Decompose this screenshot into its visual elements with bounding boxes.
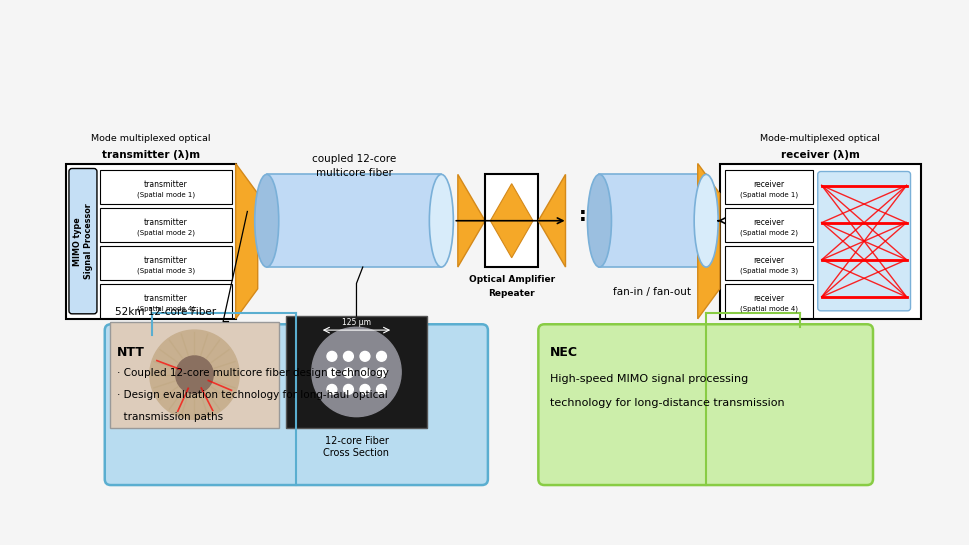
Bar — [66, 164, 235, 319]
Text: Repeater: Repeater — [487, 289, 535, 298]
Bar — [286, 316, 426, 428]
Text: MIMO type
Signal Processor: MIMO type Signal Processor — [74, 203, 93, 279]
Circle shape — [359, 368, 369, 378]
Bar — [719, 164, 920, 319]
Text: receiver: receiver — [752, 217, 784, 227]
FancyBboxPatch shape — [817, 172, 910, 311]
Circle shape — [175, 356, 213, 393]
Circle shape — [327, 384, 336, 395]
Text: Mode-multiplexed optical: Mode-multiplexed optical — [760, 134, 879, 142]
Text: coupled 12-core: coupled 12-core — [312, 154, 395, 165]
FancyBboxPatch shape — [105, 324, 487, 485]
Bar — [100, 245, 232, 280]
Text: transmitter: transmitter — [143, 256, 188, 264]
Text: receiver: receiver — [752, 294, 784, 302]
Text: (Spatial mode 2): (Spatial mode 2) — [137, 229, 195, 236]
Text: 125 μm: 125 μm — [342, 318, 370, 327]
Circle shape — [343, 352, 353, 361]
Bar — [266, 174, 441, 267]
Text: · Design evaluation technology for long-haul optical: · Design evaluation technology for long-… — [116, 390, 387, 400]
Bar — [599, 174, 705, 267]
Text: transmitter: transmitter — [143, 294, 188, 302]
Circle shape — [376, 384, 386, 395]
Circle shape — [343, 384, 353, 395]
Text: (Spatial mode 1): (Spatial mode 1) — [739, 191, 797, 198]
Bar — [100, 283, 232, 318]
Text: (Spatial mode 1): (Spatial mode 1) — [137, 191, 195, 198]
Circle shape — [376, 368, 386, 378]
Text: (Spatial mode 2): (Spatial mode 2) — [739, 229, 797, 236]
Text: transmitter: transmitter — [143, 217, 188, 227]
Circle shape — [359, 384, 369, 395]
Text: NTT: NTT — [116, 346, 144, 359]
Polygon shape — [457, 174, 484, 267]
Bar — [100, 169, 232, 203]
Text: Cross Section: Cross Section — [323, 448, 390, 458]
Text: (Spatial mode 4): (Spatial mode 4) — [137, 306, 195, 312]
Text: Optical Amplifier: Optical Amplifier — [468, 275, 554, 284]
Ellipse shape — [694, 174, 717, 267]
Circle shape — [359, 352, 369, 361]
Bar — [484, 174, 538, 267]
Text: transmission paths: transmission paths — [116, 412, 223, 422]
Circle shape — [327, 368, 336, 378]
Text: 52km 12-core Fiber: 52km 12-core Fiber — [114, 306, 215, 317]
Circle shape — [327, 352, 336, 361]
Bar — [724, 283, 812, 318]
Circle shape — [149, 330, 239, 419]
Ellipse shape — [429, 174, 453, 267]
Polygon shape — [697, 164, 719, 319]
Circle shape — [311, 327, 401, 417]
FancyBboxPatch shape — [69, 168, 97, 314]
Text: NEC: NEC — [549, 346, 578, 359]
Text: fan-in / fan-out: fan-in / fan-out — [612, 287, 690, 297]
Bar — [724, 169, 812, 203]
Polygon shape — [538, 174, 565, 267]
Ellipse shape — [255, 174, 278, 267]
FancyBboxPatch shape — [538, 324, 872, 485]
Text: (Spatial mode 4): (Spatial mode 4) — [739, 306, 797, 312]
Text: technology for long-distance transmission: technology for long-distance transmissio… — [549, 398, 784, 408]
Circle shape — [343, 368, 353, 378]
Text: (Spatial mode 3): (Spatial mode 3) — [739, 268, 797, 274]
Text: transmitter (λ)m: transmitter (λ)m — [102, 149, 200, 160]
Text: multicore fiber: multicore fiber — [315, 168, 392, 178]
Ellipse shape — [587, 174, 610, 267]
Text: High-speed MIMO signal processing: High-speed MIMO signal processing — [549, 374, 748, 384]
Bar — [724, 245, 812, 280]
Bar — [100, 208, 232, 241]
Text: receiver: receiver — [752, 179, 784, 189]
Bar — [724, 208, 812, 241]
Text: Mode multiplexed optical: Mode multiplexed optical — [91, 134, 210, 142]
Circle shape — [376, 352, 386, 361]
Text: (Spatial mode 3): (Spatial mode 3) — [137, 268, 195, 274]
Bar — [109, 322, 279, 428]
Text: :: : — [578, 206, 585, 225]
Text: 12-core Fiber: 12-core Fiber — [325, 436, 388, 446]
Text: receiver (λ)m: receiver (λ)m — [780, 149, 859, 160]
Text: receiver: receiver — [752, 256, 784, 264]
Text: · Coupled 12-core multicore fiber design technology: · Coupled 12-core multicore fiber design… — [116, 368, 389, 378]
Polygon shape — [489, 184, 532, 258]
Polygon shape — [235, 164, 258, 319]
Text: transmitter: transmitter — [143, 179, 188, 189]
